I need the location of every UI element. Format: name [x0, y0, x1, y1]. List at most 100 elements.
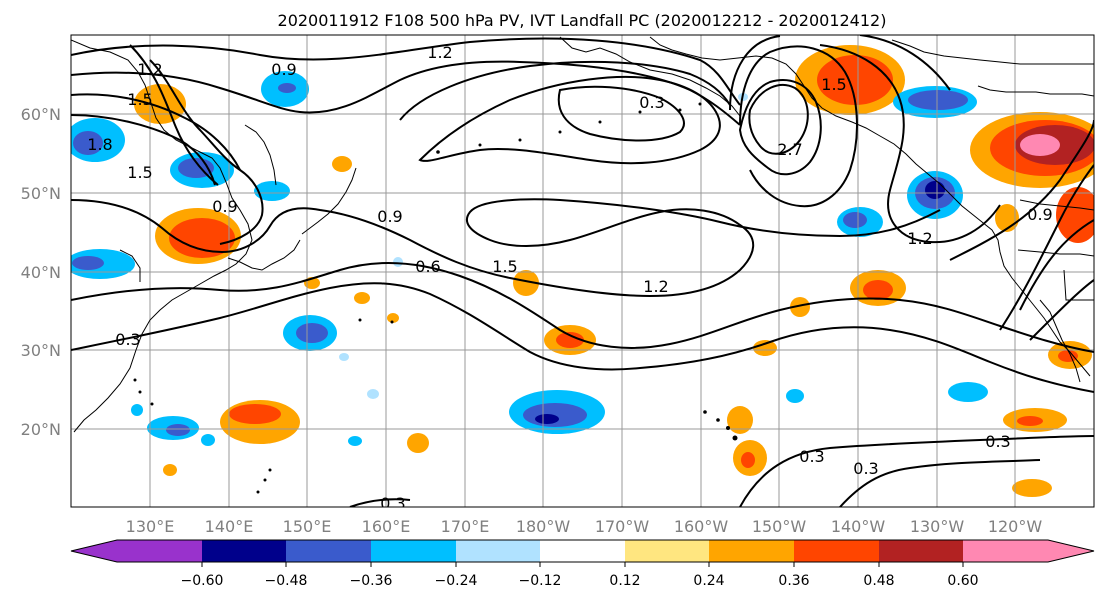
contour-label: 0.3 [380, 494, 405, 513]
anomaly-patch [1056, 187, 1094, 243]
colorbar-tick-label: 0.12 [609, 573, 640, 589]
colorbar: −0.60 −0.48 −0.36 −0.24 −0.12 0.12 0.24 … [70, 539, 1095, 589]
anomaly-patch [1012, 479, 1052, 497]
colorbar-tick-label: 0.48 [863, 573, 894, 589]
lat-label: 20°N [21, 420, 61, 439]
colorbar-segment [963, 540, 1048, 562]
lon-label: 160°W [674, 517, 729, 536]
lon-label: 180°W [516, 517, 571, 536]
contour-label: 0.9 [212, 197, 237, 216]
colorbar-tick-label: 0.24 [693, 573, 724, 589]
contour-label: 1.8 [87, 135, 112, 154]
colorbar-segment [286, 540, 371, 562]
anomaly-patch [790, 297, 810, 317]
anomaly-patch [1017, 416, 1043, 426]
anomaly-patch [278, 83, 296, 93]
contour-label: 0.3 [799, 447, 824, 466]
contour-label: 1.5 [821, 75, 846, 94]
anomaly-patch [1058, 350, 1078, 362]
anomaly-patch [727, 406, 753, 434]
colorbar-segment [540, 540, 625, 562]
colorbar-tick-label: −0.36 [350, 573, 393, 589]
contour-label: 0.3 [639, 93, 664, 112]
contour-labels: 1.2 0.9 1.2 0.3 1.5 2.7 1.5 1.2 0.9 0.6 … [87, 43, 1052, 513]
figure-title: 2020011912 F108 500 hPa PV, IVT Landfall… [278, 11, 887, 30]
anomaly-patch [393, 257, 403, 267]
anomaly-patch [535, 414, 559, 424]
colorbar-tick-label: 0.60 [947, 573, 978, 589]
lat-label: 60°N [21, 105, 61, 124]
anomaly-patch [163, 464, 177, 476]
lon-label: 120°W [988, 517, 1043, 536]
colorbar-segment [117, 540, 202, 562]
contour-label: 1.5 [492, 257, 517, 276]
colorbar-segment [709, 540, 794, 562]
coastlines [71, 36, 1094, 433]
lon-label: 150°E [283, 517, 332, 536]
lon-label: 150°W [752, 517, 807, 536]
lon-label: 130°E [126, 517, 175, 536]
contour-label: 2.7 [777, 140, 802, 159]
anomaly-patch [201, 434, 215, 446]
contour-label: 1.2 [907, 229, 932, 248]
anomaly-patch [354, 292, 370, 304]
gridlines [71, 35, 1094, 507]
contour-label: 0.9 [271, 60, 296, 79]
contour-label: 1.2 [643, 277, 668, 296]
anomaly-patch [786, 389, 804, 403]
anomaly-patch [367, 389, 379, 399]
lon-label: 140°W [831, 517, 886, 536]
map-frame [70, 34, 1095, 508]
anomaly-patch [339, 353, 349, 361]
anomaly-patch [296, 323, 328, 343]
contour-label: 0.6 [415, 257, 440, 276]
contour-label: 0.9 [1027, 205, 1052, 224]
contour-label: 1.5 [127, 163, 152, 182]
contour-label: 1.5 [127, 90, 152, 109]
anomaly-patch [387, 313, 399, 323]
anomaly-patch [166, 424, 190, 436]
anomaly-patch [843, 212, 867, 228]
anomaly-patch [863, 280, 893, 300]
colorbar-segment [794, 540, 879, 562]
lat-label: 50°N [21, 184, 61, 203]
pv-contours [71, 35, 1094, 507]
colorbar-segment [879, 540, 963, 562]
lon-label: 140°E [205, 517, 254, 536]
anomaly-patch [407, 433, 429, 453]
pv-anomaly-shading [71, 45, 1094, 497]
anomaly-patch [523, 403, 587, 427]
colorbar-tick-label: −0.12 [519, 573, 562, 589]
lat-label: 40°N [21, 263, 61, 282]
contour-label: 0.9 [377, 207, 402, 226]
positive-anomaly-patches [134, 45, 1094, 497]
anomaly-patch [72, 256, 104, 270]
colorbar-ticks [201, 562, 964, 567]
anomaly-patch [925, 181, 945, 199]
contour-label: 1.2 [137, 60, 162, 79]
anomaly-patch [229, 404, 281, 424]
colorbar-tick-label: −0.60 [181, 573, 224, 589]
anomaly-patch [1020, 134, 1060, 156]
contour-label: 0.3 [115, 330, 140, 349]
lon-label: 160°E [362, 517, 411, 536]
colorbar-tick-label: −0.48 [265, 573, 308, 589]
colorbar-extend-low [71, 540, 117, 562]
anomaly-patch [948, 382, 988, 402]
longitude-labels: 130°E 140°E 150°E 160°E 170°E 180°W 170°… [126, 517, 1043, 536]
colorbar-tick-label: −0.24 [435, 573, 478, 589]
colorbar-segment [625, 540, 709, 562]
lon-label: 170°E [441, 517, 490, 536]
anomaly-patch [73, 131, 103, 155]
latitude-labels: 60°N 50°N 40°N 30°N 20°N [21, 105, 61, 439]
anomaly-patch [131, 404, 143, 416]
negative-anomaly-patches [71, 71, 988, 446]
colorbar-segment [202, 540, 286, 562]
colorbar-tick-label: 0.36 [778, 573, 809, 589]
colorbar-outline [70, 539, 1095, 563]
contour-label: 0.3 [853, 459, 878, 478]
colorbar-segment [371, 540, 456, 562]
anomaly-patch [741, 452, 755, 468]
map-panel: 1.2 0.9 1.2 0.3 1.5 2.7 1.5 1.2 0.9 0.6 … [70, 34, 1095, 513]
